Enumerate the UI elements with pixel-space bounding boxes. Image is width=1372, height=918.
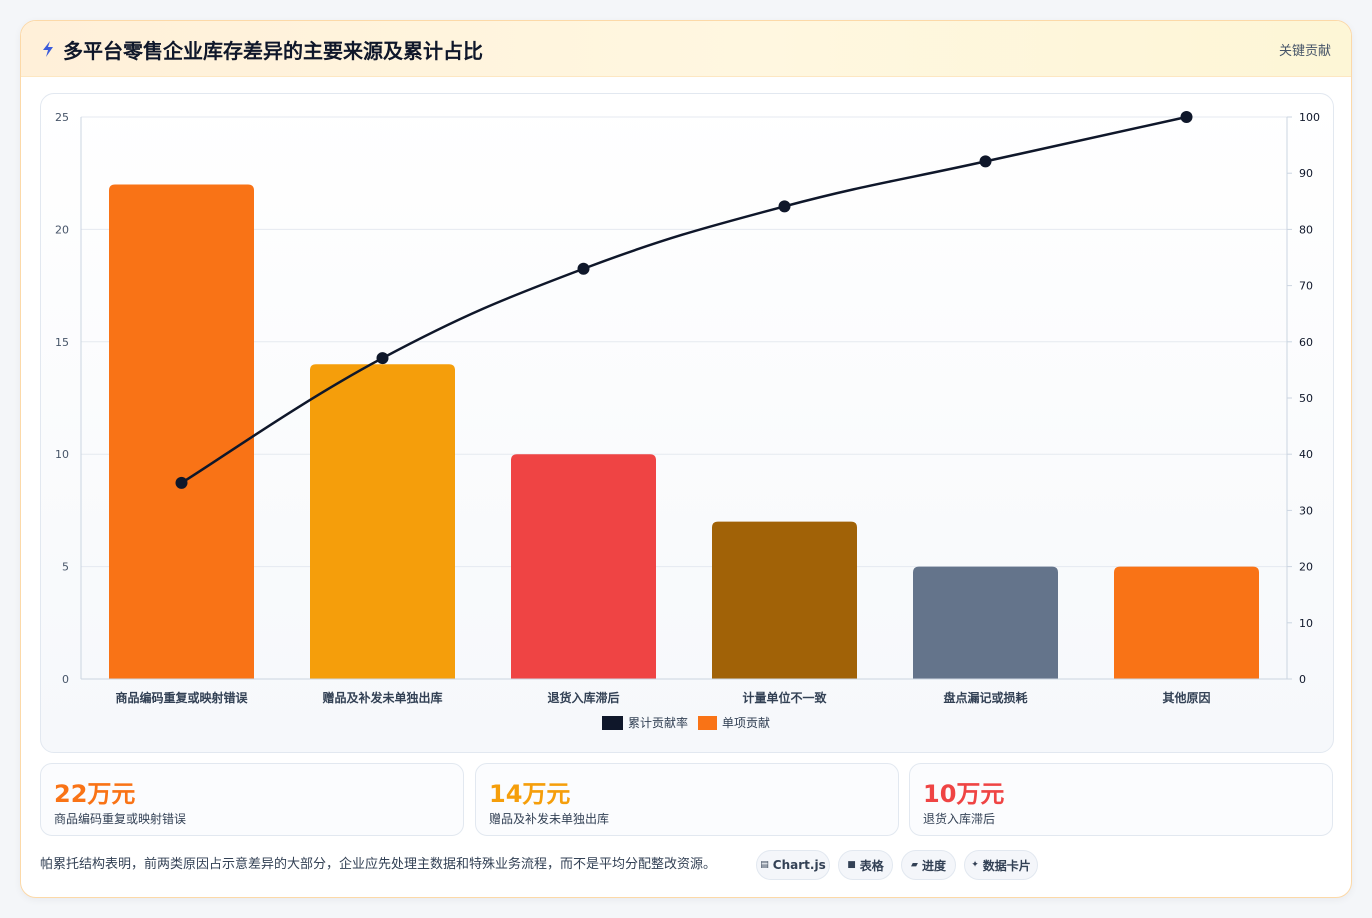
bar — [511, 454, 656, 679]
stat-value: 14万元 — [489, 780, 571, 808]
stat-card-2: 14万元 赠品及补发未单独出库 — [475, 763, 899, 836]
bar — [913, 566, 1058, 679]
pill-progress[interactable]: ▰ 进度 — [901, 850, 956, 880]
cumulative-line-path — [180, 115, 1187, 484]
bar — [712, 521, 857, 679]
pill-label: Chart.js — [772, 858, 826, 872]
y-left-tick-label: 20 — [55, 223, 69, 236]
bar — [109, 184, 254, 679]
y-right-tick-label: 20 — [1299, 561, 1313, 574]
bar-series — [109, 184, 1259, 679]
axes: 0 5 10 15 20 25 0 10 20 30 40 50 60 70 80 90 100 商品编码重复或映… — [55, 111, 1320, 705]
y-left-tick-label: 5 — [62, 561, 69, 574]
pill-chartjs[interactable]: ▤ Chart.js — [756, 850, 830, 880]
x-tick-label: 盘点漏记或损耗 — [943, 690, 1027, 705]
pill-label: 数据卡片 — [982, 858, 1031, 873]
stat-value: 10万元 — [923, 780, 1005, 808]
x-tick-label: 计量单位不一致 — [742, 690, 827, 705]
x-tick-label: 退货入库滞后 — [547, 690, 619, 705]
y-right-tick-label: 60 — [1299, 336, 1313, 349]
stat-label: 赠品及补发未单独出库 — [489, 812, 610, 826]
sparkle-icon: ✦ — [971, 860, 979, 870]
line-point — [376, 352, 389, 365]
legend-swatch — [602, 716, 623, 730]
chart-area: 0 5 10 15 20 25 0 10 20 30 40 50 60 70 80 90 100 商品编码重复或映… — [40, 93, 1334, 753]
pareto-chart: 0 5 10 15 20 25 0 10 20 30 40 50 60 70 80 90 100 商品编码重复或映… — [55, 111, 1320, 730]
stat-card-1: 22万元 商品编码重复或映射错误 — [40, 763, 464, 836]
y-left-tick-label: 10 — [55, 448, 69, 461]
legend-label: 单项贡献 — [722, 715, 770, 730]
pill-table[interactable]: ■ 表格 — [838, 850, 893, 880]
y-left-tick-label: 25 — [55, 111, 69, 124]
y-right-tick-label: 40 — [1299, 448, 1313, 461]
chart-icon: ▤ — [760, 860, 769, 870]
page-title: 多平台零售企业库存差异的主要来源及累计占比 — [63, 39, 483, 63]
line-point — [979, 155, 992, 168]
line-point — [1180, 111, 1193, 123]
cumulative-line — [175, 111, 1193, 489]
x-tick-label: 其他原因 — [1162, 690, 1210, 705]
pill-label: 进度 — [921, 858, 946, 873]
footer-note: 帕累托结构表明，前两类原因占示意差异的大部分，企业应先处理主数据和特殊业务流程，… — [40, 857, 717, 872]
bar — [310, 364, 455, 679]
x-tick-label: 赠品及补发未单独出库 — [322, 690, 442, 705]
y-right-tick-label: 90 — [1299, 167, 1313, 180]
y-left-tick-label: 15 — [55, 336, 69, 349]
y-right-tick-label: 30 — [1299, 504, 1313, 517]
stat-label: 退货入库滞后 — [923, 812, 996, 826]
line-point — [175, 476, 188, 489]
stat-card-3: 10万元 退货入库滞后 — [909, 763, 1333, 836]
stat-label: 商品编码重复或映射错误 — [54, 812, 187, 826]
pill-data-card[interactable]: ✦ 数据卡片 — [964, 850, 1038, 880]
legend-swatch — [698, 716, 717, 730]
card-header: 多平台零售企业库存差异的主要来源及累计占比 关键贡献 — [21, 21, 1351, 77]
y-right-tick-label: 50 — [1299, 392, 1313, 405]
grid-lines — [81, 116, 1287, 680]
line-point — [778, 200, 791, 213]
y-right-tick-label: 80 — [1299, 223, 1313, 236]
x-tick-label: 商品编码重复或映射错误 — [115, 690, 248, 705]
y-right-tick-label: 70 — [1299, 280, 1313, 293]
y-right-tick-label: 0 — [1299, 673, 1306, 686]
y-right-tick-label: 10 — [1299, 617, 1313, 630]
pill-label: 表格 — [859, 858, 884, 873]
chart-card: 多平台零售企业库存差异的主要来源及累计占比 关键贡献 0 5 10 15 20 25 0 10… — [20, 20, 1352, 898]
lightning-icon — [43, 41, 53, 57]
y-left-tick-label: 0 — [62, 673, 69, 686]
line-point — [577, 262, 590, 275]
legend: 累计贡献率 单项贡献 — [602, 715, 770, 730]
bar — [1114, 566, 1259, 679]
y-right-tick-label: 100 — [1299, 111, 1320, 124]
progress-icon: ▰ — [911, 860, 918, 870]
legend-label: 累计贡献率 — [628, 715, 688, 730]
table-icon: ■ — [847, 860, 856, 870]
stat-value: 22万元 — [54, 780, 136, 808]
header-tag[interactable]: 关键贡献 — [1278, 44, 1331, 59]
